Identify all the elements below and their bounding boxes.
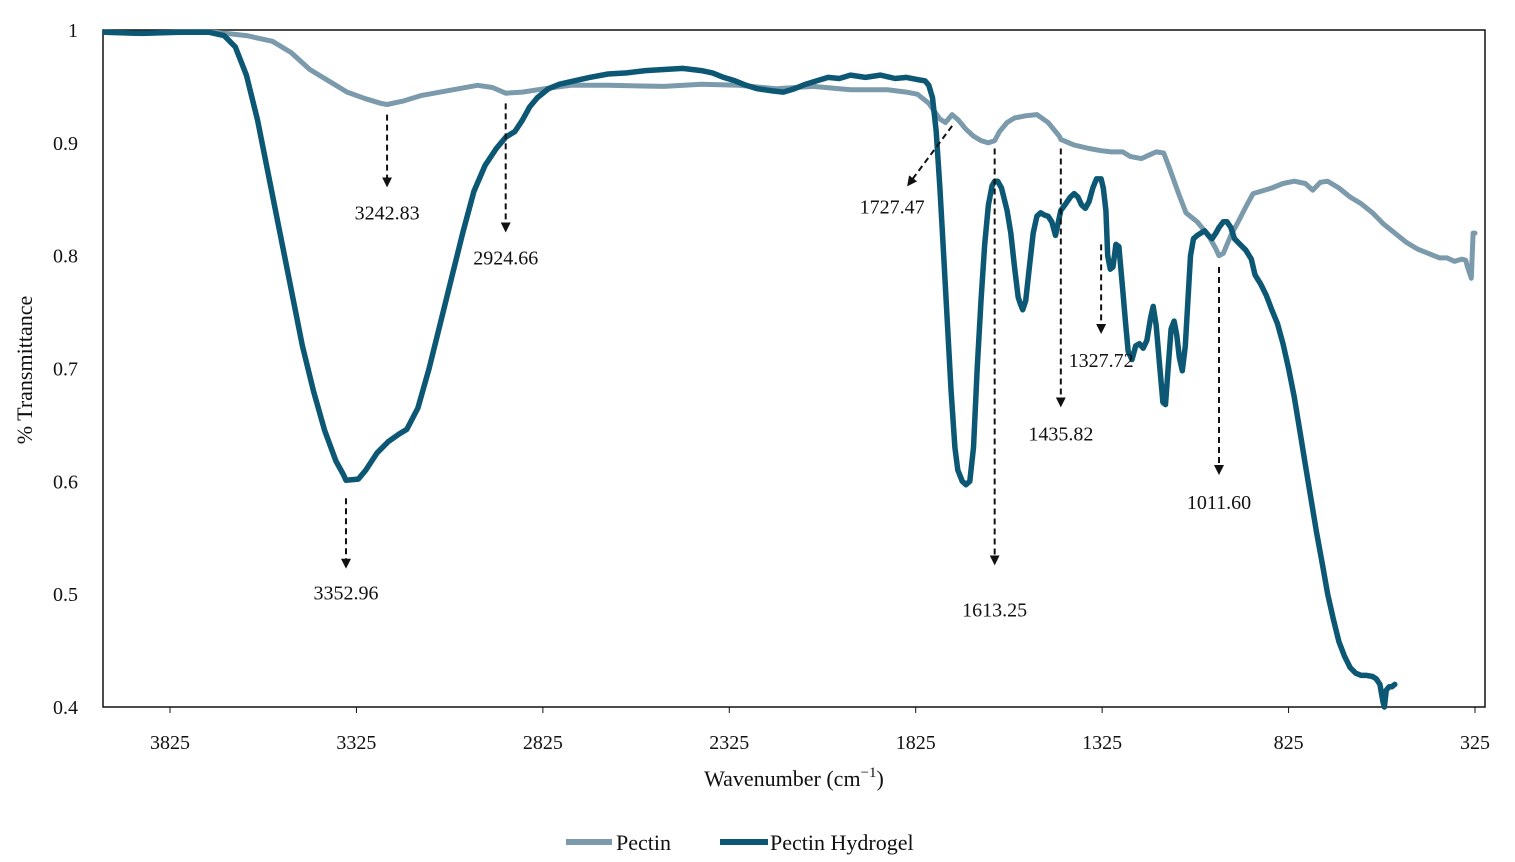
- y-tick-label: 1: [68, 20, 78, 42]
- y-tick-label: 0.4: [53, 697, 78, 719]
- peak-label: 1727.47: [860, 197, 925, 219]
- annotation-layer: 3242.83 2924.66 3352.96 1727.47 1613.25 1435.…: [314, 103, 1251, 621]
- series-line-pectin-hydrogel: [102, 29, 1398, 710]
- y-axis-ticks: 0.4 0.5 0.6 0.7 0.8 0.9 1: [53, 20, 78, 719]
- x-tick-label: 3325: [336, 732, 376, 754]
- x-tick-label: 3825: [150, 732, 190, 754]
- series-line-pectin: [102, 29, 1478, 281]
- peak-label: 1435.82: [1028, 423, 1093, 445]
- legend: Pectin Pectin Hydrogel: [566, 830, 914, 855]
- peak-arrow: [907, 125, 953, 187]
- x-tick-label: 2325: [709, 732, 749, 754]
- x-tick-label: 325: [1460, 732, 1490, 754]
- y-axis-title: % Transmittance: [12, 296, 37, 445]
- series-layer: [102, 29, 1478, 710]
- x-tick-label: 1325: [1082, 732, 1122, 754]
- peak-label: 1613.25: [962, 599, 1027, 621]
- peak-label: 2924.66: [473, 247, 538, 269]
- x-axis-title: Wavenumber (cm−1): [704, 765, 884, 791]
- legend-label-pectin: Pectin: [616, 830, 671, 855]
- x-tick-label: 2825: [523, 732, 563, 754]
- peak-label: 1011.60: [1187, 492, 1251, 514]
- peak-label: 1327.72: [1069, 350, 1134, 372]
- x-tick-label: 825: [1274, 732, 1304, 754]
- y-tick-label: 0.9: [53, 133, 78, 155]
- y-tick-label: 0.7: [53, 359, 78, 381]
- y-tick-label: 0.8: [53, 246, 78, 268]
- y-tick-label: 0.5: [53, 584, 78, 606]
- x-tick-label: 1825: [896, 732, 936, 754]
- x-axis-ticks: 3825 3325 2825 2325 1825 1325 825 325: [150, 707, 1490, 754]
- peak-label: 3352.96: [314, 582, 379, 604]
- legend-label-pectin-hydrogel: Pectin Hydrogel: [770, 830, 914, 855]
- y-tick-label: 0.6: [53, 471, 78, 493]
- peak-label: 3242.83: [355, 202, 420, 224]
- plot-area-frame: [102, 29, 1486, 708]
